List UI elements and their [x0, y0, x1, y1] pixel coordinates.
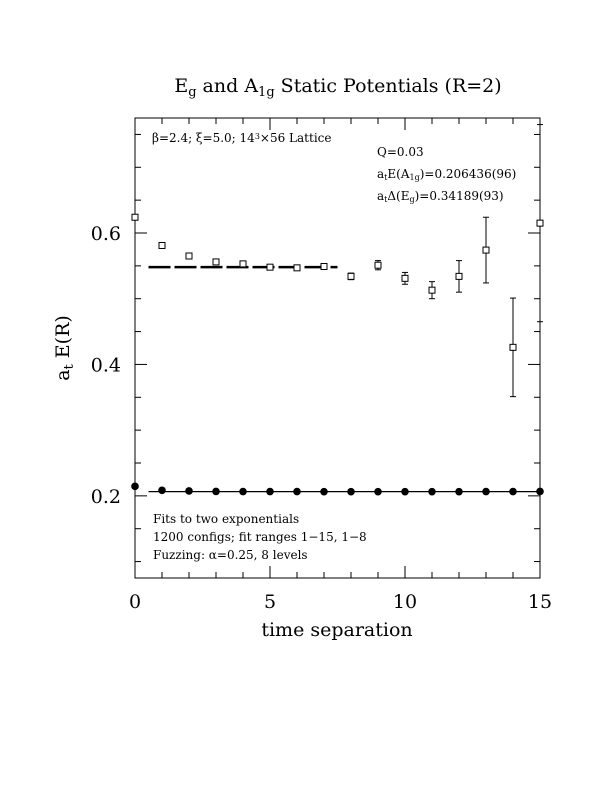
chart-title: Eg and A1g Static Potentials (R=2)	[174, 75, 501, 100]
lattice-parameters-annotation: β=2.4; ξ=5.0; 143×56 Lattice	[152, 131, 331, 145]
series-a1g-points	[131, 482, 544, 496]
data-point-a1g	[293, 487, 301, 496]
fit-lines	[148, 265, 540, 493]
data-point-eg	[293, 264, 301, 272]
data-point-eg	[536, 219, 544, 227]
data-point-a1g	[428, 487, 436, 496]
fit-info-line: Q=0.03	[377, 145, 424, 159]
data-point-eg	[212, 258, 220, 266]
series-eg-points	[131, 213, 544, 351]
y-tick-label: 0.4	[91, 354, 121, 376]
data-point-eg	[158, 241, 166, 249]
data-point-eg	[455, 272, 463, 280]
x-tick-label: 10	[393, 591, 417, 613]
data-point-a1g	[401, 487, 409, 496]
axis-tick-labels: 0 5 10 15 0.2 0.4 0.6	[91, 223, 552, 613]
data-point-a1g	[185, 487, 193, 495]
y-tick-label: 0.2	[91, 486, 121, 508]
y-tick-label: 0.6	[91, 223, 121, 245]
data-point-eg	[374, 261, 382, 269]
data-point-eg	[509, 343, 517, 351]
data-point-a1g	[239, 487, 247, 496]
data-point-eg	[401, 274, 409, 282]
data-point-eg	[266, 263, 274, 271]
data-point-eg	[185, 252, 193, 260]
data-point-a1g	[374, 487, 382, 496]
chart-title-text: Eg and A1g Static Potentials (R=2)	[174, 75, 501, 100]
data-point-a1g	[536, 487, 544, 496]
data-point-a1g	[131, 482, 139, 491]
data-point-eg	[428, 286, 436, 294]
data-point-a1g	[482, 487, 490, 496]
x-tick-label: 5	[264, 591, 276, 613]
fit-results-annotation: Q=0.03 atE(A1g)=0.206436(96) atΔ(Eg)=0.341…	[377, 145, 516, 204]
fit-note-line: Fuzzing: α=0.25, 8 levels	[153, 548, 308, 562]
error-bars	[348, 124, 543, 398]
y-axis-label: at E(R)	[52, 315, 77, 381]
data-point-a1g	[320, 487, 328, 496]
data-point-eg	[320, 263, 328, 271]
data-point-a1g	[266, 487, 274, 496]
data-point-a1g	[347, 487, 355, 496]
data-point-eg	[131, 213, 139, 221]
fit-note-line: 1200 configs; fit ranges 1−15, 1−8	[153, 530, 367, 544]
data-point-eg	[347, 272, 355, 280]
fit-info-line: atΔ(Eg)=0.34189(93)	[377, 189, 504, 204]
data-point-a1g	[455, 487, 463, 496]
fit-info-line: atE(A1g)=0.206436(96)	[377, 167, 516, 182]
x-tick-label: 0	[129, 591, 141, 613]
plot-frame	[134, 117, 541, 579]
data-point-a1g	[212, 487, 220, 496]
data-point-a1g	[509, 487, 517, 496]
x-axis-label: time separation	[261, 619, 412, 641]
axis-ticks	[134, 118, 541, 578]
x-tick-label: 15	[528, 591, 552, 613]
fit-note-line: Fits to two exponentials	[153, 512, 299, 526]
fit-method-notes: Fits to two exponentials 1200 configs; fi…	[153, 512, 367, 562]
data-point-eg	[239, 260, 247, 268]
data-point-eg	[482, 246, 490, 254]
data-point-a1g	[158, 486, 166, 495]
